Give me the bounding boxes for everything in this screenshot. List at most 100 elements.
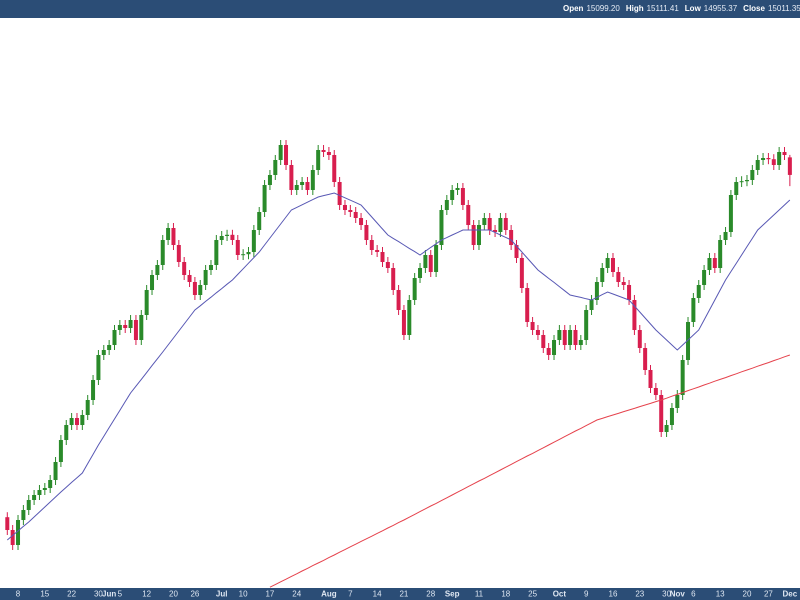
candle-body — [235, 240, 240, 255]
candle-body — [380, 252, 385, 262]
candle-body — [101, 350, 106, 355]
candle-body — [637, 330, 642, 348]
candle-body — [428, 255, 433, 272]
x-tick-label: 26 — [190, 590, 199, 599]
candle-body — [616, 272, 621, 282]
candle-body — [712, 258, 717, 268]
candle-body — [112, 330, 117, 345]
candle-body — [385, 262, 390, 268]
candle-body — [605, 258, 610, 268]
candle-body — [771, 159, 776, 165]
candle-body — [407, 300, 412, 335]
header-bar: Open 15099.20 High 15111.41 Low 14955.37 Close… — [0, 0, 800, 18]
candle-body — [139, 315, 144, 340]
candle-body — [455, 188, 460, 190]
x-tick-label: 30 — [662, 590, 671, 599]
candle-body — [530, 322, 535, 330]
x-tick-label: Aug — [321, 590, 337, 599]
x-tick-label: Sep — [445, 590, 460, 599]
candle-body — [584, 310, 589, 340]
candle-body — [632, 300, 637, 330]
candle-body — [219, 236, 224, 240]
candle-body — [289, 165, 294, 190]
candle-body — [444, 200, 449, 210]
moving-average-line — [6, 192, 791, 541]
candle-body — [326, 152, 331, 155]
ohlc-readout: Open 15099.20 High 15111.41 Low 14955.37 Close… — [563, 0, 800, 18]
candle-body — [353, 212, 358, 218]
candle-body — [734, 182, 739, 195]
candle-body — [643, 348, 648, 370]
candle-body — [482, 218, 487, 225]
x-tick-label: 27 — [764, 590, 773, 599]
x-tick-label: 15 — [40, 590, 49, 599]
candle-body — [91, 380, 96, 400]
candle-body — [541, 335, 546, 348]
x-tick-label: Oct — [553, 590, 567, 599]
candle-body — [391, 268, 396, 290]
candle-body — [294, 185, 299, 190]
readout-value: 15111.41 — [646, 4, 679, 13]
candle-body — [664, 425, 669, 432]
candle-body — [519, 258, 524, 288]
candle-body — [16, 520, 21, 545]
x-tick-label: 16 — [609, 590, 618, 599]
candle-body — [230, 234, 235, 240]
candle-body — [675, 395, 680, 408]
candle-body — [316, 150, 321, 170]
candle-body — [546, 348, 551, 355]
readout-label: Low — [684, 4, 701, 13]
candle-body — [284, 145, 289, 165]
x-tick-label: 20 — [169, 590, 178, 599]
candle-body — [787, 157, 792, 175]
candle-body — [348, 210, 353, 212]
candle-body — [600, 268, 605, 282]
candle-body — [680, 360, 685, 395]
candle-body — [257, 212, 262, 230]
candle-body — [133, 320, 138, 340]
candle-body — [750, 170, 755, 180]
candle-body — [96, 355, 101, 380]
x-tick-label: 22 — [67, 590, 76, 599]
x-tick-label: 30 — [94, 590, 103, 599]
candle-body — [589, 300, 594, 310]
candle-body — [117, 325, 122, 330]
candle-body — [182, 262, 187, 275]
readout-value: 15099.20 — [586, 4, 620, 13]
x-tick-label: 18 — [501, 590, 510, 599]
candle-body — [214, 240, 219, 265]
candle-body — [514, 245, 519, 258]
candle-body — [562, 330, 567, 345]
candle-body — [503, 218, 508, 230]
candle-body — [107, 345, 112, 350]
candle-body — [208, 265, 213, 270]
candle-body — [412, 278, 417, 300]
candle-body — [262, 185, 267, 212]
candle-body — [198, 285, 203, 295]
candle-body — [557, 330, 562, 340]
candle-body — [241, 254, 246, 256]
x-tick-label: 5 — [118, 590, 123, 599]
candle-body — [273, 160, 278, 175]
candle-body — [342, 205, 347, 210]
candle-body — [552, 340, 557, 355]
candle-body — [192, 282, 197, 295]
candle-body — [476, 225, 481, 245]
candle-body — [32, 495, 37, 500]
candle-body — [332, 155, 337, 182]
candle-body — [568, 330, 573, 345]
readout-value: 15011.35 — [767, 4, 800, 13]
candle-body — [300, 182, 305, 185]
candle-body — [621, 282, 626, 285]
candle-body — [578, 340, 583, 345]
candle-body — [418, 268, 423, 278]
candle-body — [487, 218, 492, 230]
candle-body — [5, 517, 10, 530]
candle-body — [535, 330, 540, 335]
candle-body — [653, 388, 658, 395]
candle-body — [498, 218, 503, 232]
x-tick-label: Nov — [670, 590, 686, 599]
candle-body — [777, 152, 782, 165]
